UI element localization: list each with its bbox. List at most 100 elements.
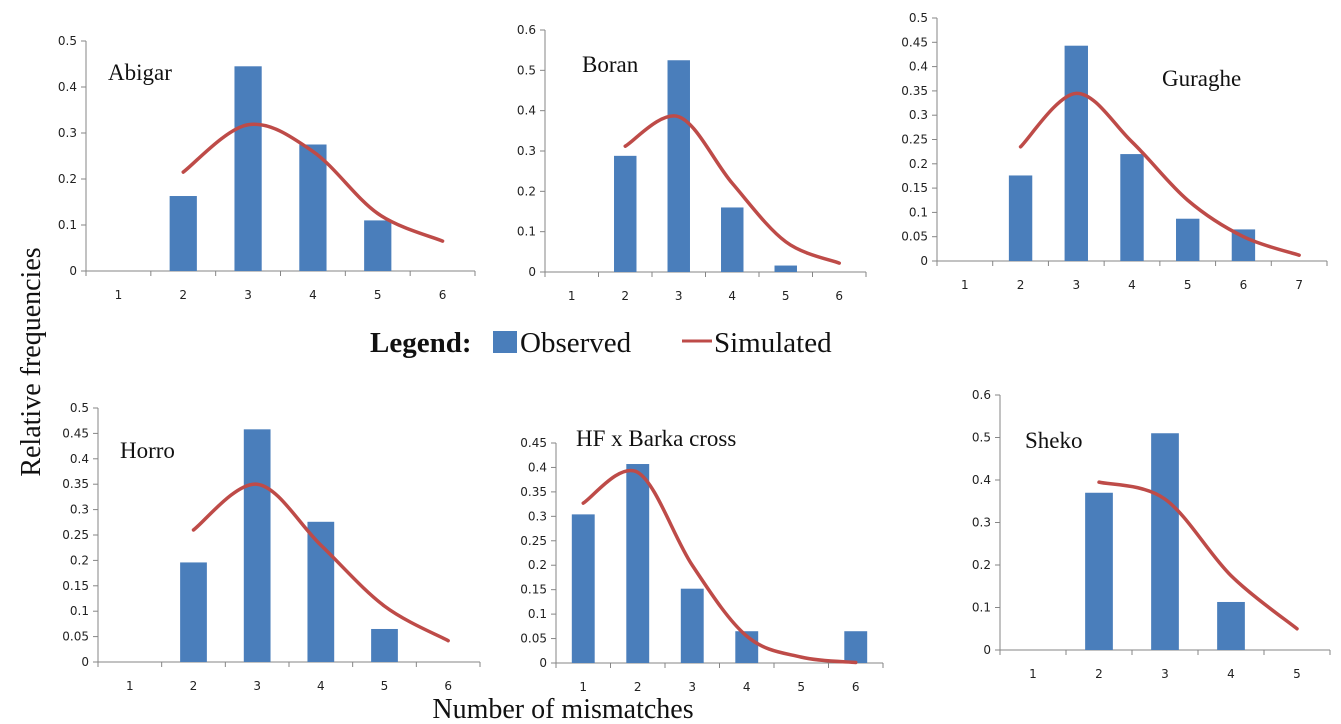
panel-hf-x-barka-cross: HF x Barka cross 0 0.05 0.1 0.15 0.2 0.25 0.3 0.… [520, 426, 884, 694]
line-simulated [181, 122, 445, 243]
y-tick-label: 0.25 [901, 133, 928, 147]
y-tick-label: 0.4 [528, 460, 547, 474]
y-tick-label: 0.25 [62, 528, 89, 542]
x-tick-label: 4 [309, 288, 317, 302]
panel-guraghe: Guraghe 0 0.05 0.1 0.15 0.2 0.25 0.3 0.35 0.4 0.45… [901, 11, 1328, 292]
x-tick-label: 4 [728, 289, 736, 303]
x-tick-label: 2 [179, 288, 187, 302]
line-simulated [191, 482, 450, 643]
legend-observed-swatch [493, 331, 517, 353]
x-tick-label: 6 [1240, 278, 1248, 292]
y-tick-label: 0.15 [901, 181, 928, 195]
bar-observed-4 [299, 144, 327, 271]
y-tick-label: 0 [81, 655, 89, 669]
y-tick-label: 0.4 [909, 60, 928, 74]
x-tick-label: 4 [1128, 278, 1136, 292]
bar-observed-3 [667, 60, 690, 272]
bar-observed-5 [364, 220, 392, 271]
bar-observed-2 [1008, 175, 1033, 261]
x-tick-label: 5 [797, 680, 805, 694]
line-simulated [623, 114, 841, 265]
bar-observed-5 [1176, 218, 1200, 261]
y-tick-label: 0.3 [70, 503, 89, 517]
line-simulated [1018, 91, 1301, 257]
bar-observed-1 [571, 514, 595, 663]
bar-observed-6 [1231, 229, 1256, 261]
panel-title: Horro [120, 438, 175, 463]
x-tick-label: 2 [1017, 278, 1025, 292]
x-tick-label: 1 [126, 679, 134, 693]
y-axis-title: Relative frequencies [16, 247, 47, 476]
y-tick-label: 0.3 [909, 108, 928, 122]
panel-title: Guraghe [1162, 66, 1241, 91]
y-tick-label: 0.4 [517, 104, 536, 118]
x-tick-label: 3 [1161, 667, 1169, 681]
panel-title: Sheko [1025, 428, 1083, 453]
y-tick-label: 0.35 [62, 477, 89, 491]
bar-observed-4 [1120, 154, 1144, 261]
y-tick-label: 0.15 [62, 579, 89, 593]
y-tick-label: 0.2 [972, 558, 991, 572]
bar-observed-4 [721, 207, 744, 272]
legend-observed-label: Observed [520, 327, 632, 359]
y-tick-label: 0.2 [58, 172, 77, 186]
x-tick-label: 3 [244, 288, 252, 302]
bar-observed-5 [371, 628, 398, 662]
x-axis-title: Number of mismatches [432, 694, 693, 724]
x-tick-label: 6 [835, 289, 843, 303]
y-tick-label: 0.25 [520, 534, 547, 548]
y-tick-label: 0.2 [517, 184, 536, 198]
x-tick-label: 6 [852, 680, 860, 694]
line-simulated [581, 468, 858, 665]
y-tick-label: 0.45 [901, 35, 928, 49]
bar-observed-5 [774, 265, 797, 272]
y-tick-label: 0.3 [58, 126, 77, 140]
y-tick-label: 0.45 [520, 436, 547, 450]
x-tick-label: 6 [444, 679, 452, 693]
panel-horro: Horro 0 0.05 0.1 0.15 0.2 0.25 0.3 0.35 0.4 0.45 0.… [62, 401, 481, 693]
x-tick-label: 3 [1072, 278, 1080, 292]
x-tick-label: 1 [115, 288, 123, 302]
bar-observed-2 [1085, 492, 1113, 650]
y-tick-label: 0.5 [972, 431, 991, 445]
x-tick-label: 3 [688, 680, 696, 694]
x-tick-label: 6 [439, 288, 447, 302]
y-tick-label: 0.5 [517, 63, 536, 77]
y-tick-label: 0.2 [70, 553, 89, 567]
y-tick-label: 0.6 [517, 23, 536, 37]
y-tick-label: 0.05 [62, 630, 89, 644]
x-tick-label: 2 [634, 680, 642, 694]
y-tick-label: 0.2 [528, 558, 547, 572]
y-tick-label: 0 [528, 265, 536, 279]
legend: Legend: Observed Simulated [370, 327, 832, 359]
x-tick-label: 1 [568, 289, 576, 303]
x-tick-label: 4 [1227, 667, 1235, 681]
x-tick-label: 5 [782, 289, 790, 303]
panel-boran: Boran 0 0.1 0.2 0.3 0.4 0.5 0.6 1 2 3 4 5 6 [517, 23, 867, 303]
y-tick-label: 0.1 [972, 601, 991, 615]
x-tick-label: 1 [579, 680, 587, 694]
y-tick-label: 0.4 [972, 473, 991, 487]
y-tick-label: 0.35 [520, 485, 547, 499]
x-tick-label: 4 [317, 679, 325, 693]
x-tick-label: 3 [675, 289, 683, 303]
bar-observed-2 [169, 196, 197, 271]
bar-observed-4 [1217, 601, 1245, 650]
y-tick-label: 0.5 [70, 401, 89, 415]
y-tick-label: 0.1 [58, 218, 77, 232]
panel-title: Abigar [108, 60, 172, 85]
y-tick-label: 0.3 [528, 509, 547, 523]
y-tick-label: 0 [920, 254, 928, 268]
x-tick-label: 1 [1029, 667, 1037, 681]
panel-abigar: Abigar 0 0.1 0.2 0.3 0.4 0.5 1 2 3 4 5 6 [58, 34, 476, 302]
x-tick-label: 3 [253, 679, 261, 693]
bar-observed-3 [234, 66, 262, 271]
bar-observed-6 [844, 631, 868, 663]
bar-observed-3 [680, 588, 704, 663]
legend-heading: Legend: [370, 327, 472, 359]
y-tick-label: 0.1 [909, 205, 928, 219]
y-tick-label: 0 [539, 656, 547, 670]
x-tick-label: 5 [1184, 278, 1192, 292]
y-tick-label: 0.3 [517, 144, 536, 158]
legend-simulated-label: Simulated [714, 327, 832, 359]
